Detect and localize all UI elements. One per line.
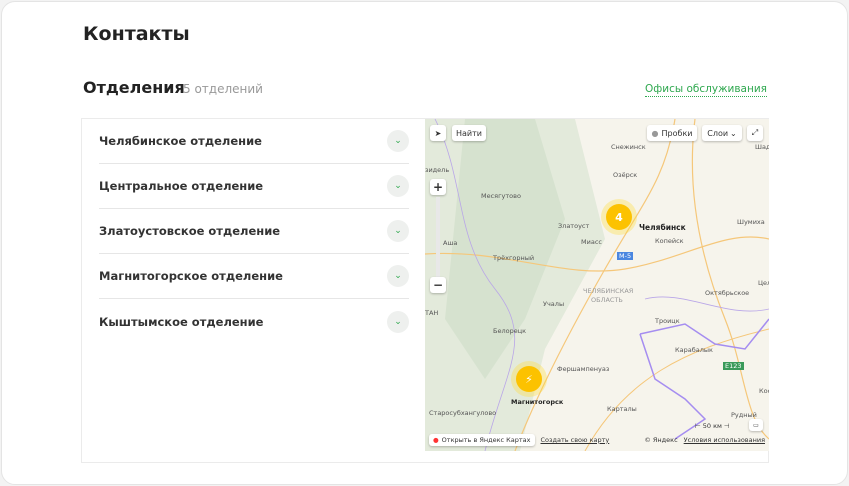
city-label: Аша — [443, 239, 458, 247]
branch-label: Центральное отделение — [99, 179, 264, 193]
scale-value: 50 км — [702, 422, 722, 430]
city-label: Месягутово — [481, 192, 521, 200]
branch-item[interactable]: Златоустовское отделение ⌄ — [99, 209, 409, 254]
map-pin-icon: ● — [433, 435, 439, 444]
branches-panel: Челябинское отделение ⌄ Центральное отдел… — [81, 118, 769, 463]
region-label: ЧЕЛЯБИНСКАЯ — [583, 287, 634, 295]
cluster-count: 4 — [606, 204, 632, 230]
city-label: ТАН — [425, 309, 439, 317]
city-label: Троицк — [655, 317, 680, 325]
city-label: Октябрьское — [705, 289, 750, 297]
branch-item[interactable]: Челябинское отделение ⌄ — [99, 119, 409, 164]
section-title: Отделения — [83, 78, 185, 97]
location-arrow-icon: ➤ — [434, 128, 442, 138]
chevron-down-icon: ⌄ — [730, 128, 737, 138]
zoom-slider[interactable] — [436, 197, 440, 277]
city-label: Цел — [758, 279, 769, 287]
map-footer: ● Открыть в Яндекс Картах Создать свою ка… — [429, 432, 765, 447]
road-sign: M-5 — [617, 252, 634, 260]
map-background — [425, 119, 769, 451]
city-label: Челябинск — [639, 223, 686, 232]
city-label: Шумиха — [737, 218, 765, 226]
city-label: Миасс — [581, 238, 602, 246]
zoom-in-button[interactable]: + — [430, 179, 446, 195]
map-footer-right: © Яндекс Условия использования — [644, 436, 765, 444]
city-label: Белорецк — [493, 327, 527, 335]
chevron-down-icon[interactable]: ⌄ — [387, 310, 409, 333]
city-label: Трёхгорный — [493, 254, 535, 262]
city-label: Копейск — [655, 237, 684, 245]
branch-count: 5 отделений — [183, 82, 263, 96]
offices-link[interactable]: Офисы обслуживания — [645, 83, 767, 97]
page-title: Контакты — [83, 23, 190, 45]
chevron-down-icon[interactable]: ⌄ — [387, 175, 409, 197]
lightning-icon: ⚡ — [516, 366, 542, 392]
map-footer-left: ● Открыть в Яндекс Картах Создать свою ка… — [429, 433, 610, 446]
branch-list: Челябинское отделение ⌄ Центральное отдел… — [99, 119, 409, 344]
city-label: Кост — [759, 387, 769, 395]
minus-icon: − — [432, 278, 444, 292]
copyright: © Яндекс — [644, 435, 678, 444]
chevron-down-icon[interactable]: ⌄ — [387, 265, 409, 287]
city-label: Златоуст — [558, 222, 590, 230]
city-label: Снежинск — [611, 143, 646, 151]
ruler-button[interactable]: ▭ — [749, 419, 763, 431]
ruler-icon: ▭ — [753, 421, 759, 429]
traffic-label: Пробки — [661, 128, 693, 138]
city-label: Фершампенуаз — [557, 365, 610, 373]
map-cluster[interactable]: 4 — [601, 199, 637, 235]
branch-label: Магнитогорское отделение — [99, 269, 283, 283]
city-label: зидель — [425, 166, 450, 174]
city-label: Учалы — [543, 300, 565, 308]
city-label: Карабалык — [675, 346, 713, 354]
map-marker[interactable]: ⚡ — [511, 361, 547, 397]
geolocation-button[interactable]: ➤ — [430, 125, 446, 141]
road-sign: E123 — [723, 362, 744, 370]
traffic-button[interactable]: ● Пробки — [647, 125, 697, 141]
plus-icon: + — [432, 180, 444, 194]
city-label: Рудный — [731, 411, 757, 419]
city-label: Старосубхангулово — [429, 409, 497, 417]
scale-label: ⊢ 50 км ⊣ — [695, 422, 730, 430]
map[interactable]: Снежинск Озёрск Месягутово Челябинск Коп… — [425, 119, 769, 451]
create-map-link[interactable]: Создать свою карту — [540, 435, 610, 444]
branch-item[interactable]: Кыштымское отделение ⌄ — [99, 299, 409, 344]
city-label: Шадр — [755, 143, 769, 151]
city-label: Карталы — [607, 405, 637, 413]
fullscreen-button[interactable]: ⤢ — [747, 125, 763, 141]
chevron-down-icon[interactable]: ⌄ — [387, 220, 409, 242]
zoom-out-button[interactable]: − — [430, 277, 446, 293]
branch-label: Кыштымское отделение — [99, 314, 264, 329]
find-button[interactable]: Найти — [452, 125, 486, 141]
terms-link[interactable]: Условия использования — [683, 435, 765, 444]
layers-button[interactable]: Слои ⌄ — [702, 125, 742, 141]
branch-item[interactable]: Магнитогорское отделение ⌄ — [99, 254, 409, 299]
city-label: Озёрск — [613, 171, 638, 179]
expand-icon: ⤢ — [751, 128, 759, 137]
chevron-down-icon[interactable]: ⌄ — [387, 130, 409, 152]
open-yandex-maps-button[interactable]: ● Открыть в Яндекс Картах — [429, 433, 535, 446]
region-label: ОБЛАСТЬ — [591, 296, 623, 304]
branch-item[interactable]: Центральное отделение ⌄ — [99, 164, 409, 209]
open-yandex-label: Открыть в Яндекс Картах — [441, 435, 531, 444]
city-label: Магнитогорск — [511, 398, 564, 406]
traffic-icon: ● — [651, 128, 659, 138]
branch-label: Челябинское отделение — [99, 134, 262, 148]
layers-label: Слои — [707, 128, 729, 138]
branch-label: Златоустовское отделение — [99, 224, 281, 238]
